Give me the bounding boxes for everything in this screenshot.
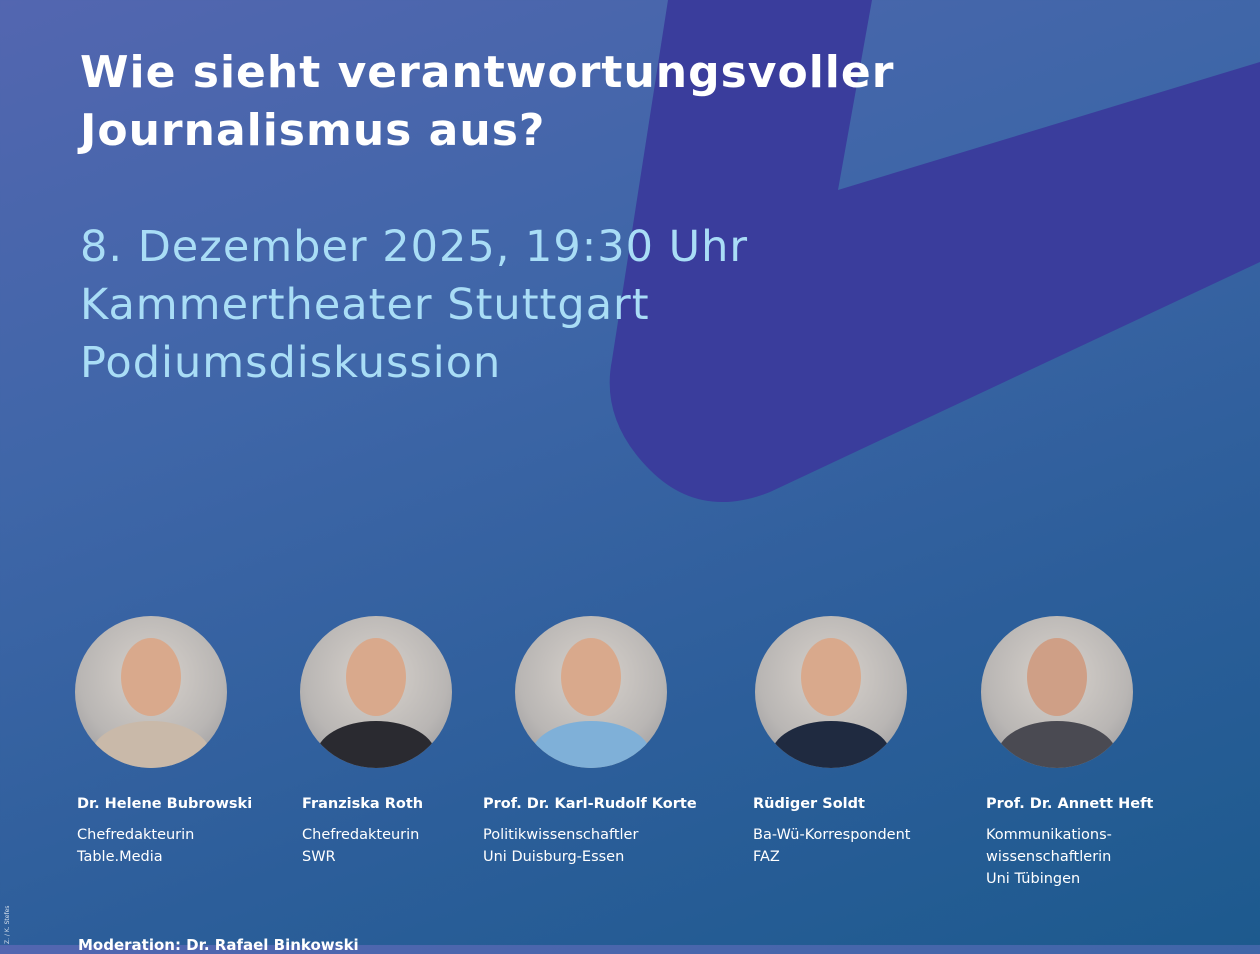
event-date: 8. Dezember 2025, 19:30 Uhr [80,222,749,272]
speaker-name: Prof. Dr. Karl-Rudolf Korte [483,796,697,812]
speaker-photo [755,616,907,768]
speaker-photo [981,616,1133,768]
speaker-name: Franziska Roth [302,796,424,812]
event-info: 8. Dezember 2025, 19:30 Uhr Kammertheate… [80,218,748,392]
speaker-card: Prof. Dr. Karl-Rudolf Korte Politikwisse… [483,616,697,868]
title-line-2: Journalismus aus? [80,105,546,156]
speaker-card: Prof. Dr. Annett Heft Kommunikations-wis… [981,616,1153,890]
speaker-role: Politikwissenschaftler Uni Duisburg-Essen [483,827,639,865]
speaker-name: Rüdiger Soldt [753,796,865,812]
speaker-role: Chefredakteurin SWR [302,827,420,865]
event-format: Podiumsdiskussion [80,338,502,388]
title-line-1: Wie sieht verantwortungsvoller [80,47,895,98]
speaker-photo [300,616,452,768]
speaker-role: Kommunikations-wissenschaftlerin Uni Tübi… [986,827,1112,887]
event-venue: Kammertheater Stuttgart [80,280,650,330]
speaker-photo [515,616,667,768]
page-title: Wie sieht verantwortungsvoller Journalis… [80,44,894,160]
moderation-line: Moderation: Dr. Rafael Binkowski [78,936,359,954]
speaker-role: Chefredakteurin Table.Media [77,827,195,865]
speaker-name: Dr. Helene Bubrowski [77,796,253,812]
speaker-name: Prof. Dr. Annett Heft [986,796,1154,812]
speaker-card: Rüdiger Soldt Ba-Wü-Korrespondent FAZ [753,616,911,868]
speaker-photo [75,616,227,768]
photo-credit: Z. / K. Stefes [4,905,11,944]
speaker-card: Franziska Roth Chefredakteurin SWR [300,616,452,868]
speaker-card: Dr. Helene Bubrowski Chefredakteurin Tabl… [75,616,252,868]
speaker-role: Ba-Wü-Korrespondent FAZ [753,827,911,865]
